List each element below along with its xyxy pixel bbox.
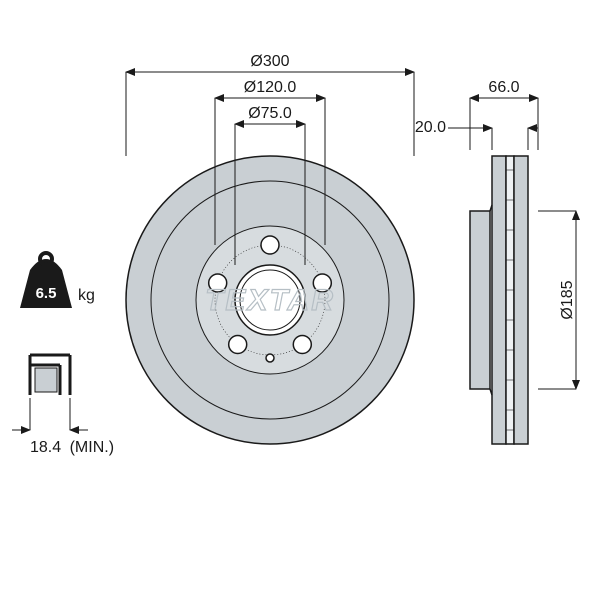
min-thickness-gauge — [12, 355, 88, 430]
locating-pin — [266, 354, 274, 362]
dim-d75: Ø75.0 — [248, 105, 292, 122]
weight-unit: kg — [78, 287, 95, 304]
brand-watermark: TEXTAR — [205, 284, 335, 317]
side-view — [470, 156, 528, 444]
weight-icon: 6.5 — [20, 253, 72, 308]
dim-d120: Ø120.0 — [244, 79, 297, 96]
dim-d300: Ø300 — [250, 53, 289, 70]
dim-d185: Ø185 — [559, 280, 576, 319]
dim-thk-20: 20.0 — [415, 119, 446, 136]
dim-width-66: 66.0 — [488, 79, 519, 96]
weight-value: 6.5 — [36, 285, 57, 302]
front-view: TEXTAR — [126, 156, 414, 444]
min-thk-value: 18.4 (MIN.) — [30, 439, 114, 456]
